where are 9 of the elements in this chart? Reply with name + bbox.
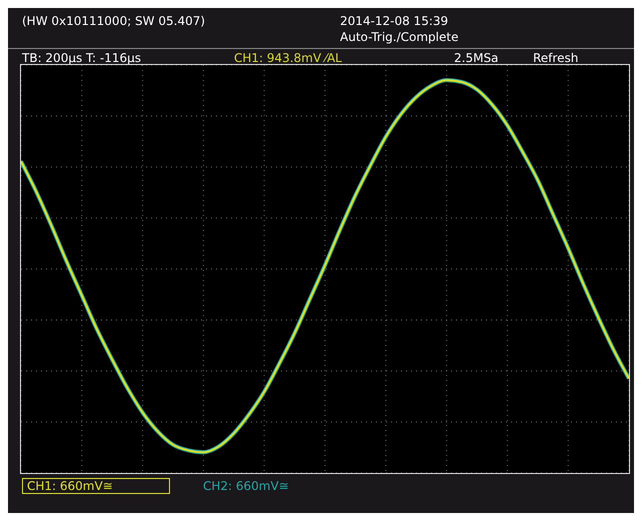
text: 2.5MSa <box>454 51 498 65</box>
text: CH2: 660mV≅ <box>202 478 290 494</box>
text: (HW 0x10111000; SW 05.407) <box>22 14 206 28</box>
text: Refresh <box>533 51 578 65</box>
text: CH1: 943.8mV ⁄AL <box>234 51 342 65</box>
text: CH1: 660mV≅ <box>22 478 170 494</box>
text: TB: 200µs T: -116µs <box>22 51 142 65</box>
text: 2014-12-08 15:39 <box>340 14 448 28</box>
text: Auto-Trig./Complete <box>340 30 458 44</box>
